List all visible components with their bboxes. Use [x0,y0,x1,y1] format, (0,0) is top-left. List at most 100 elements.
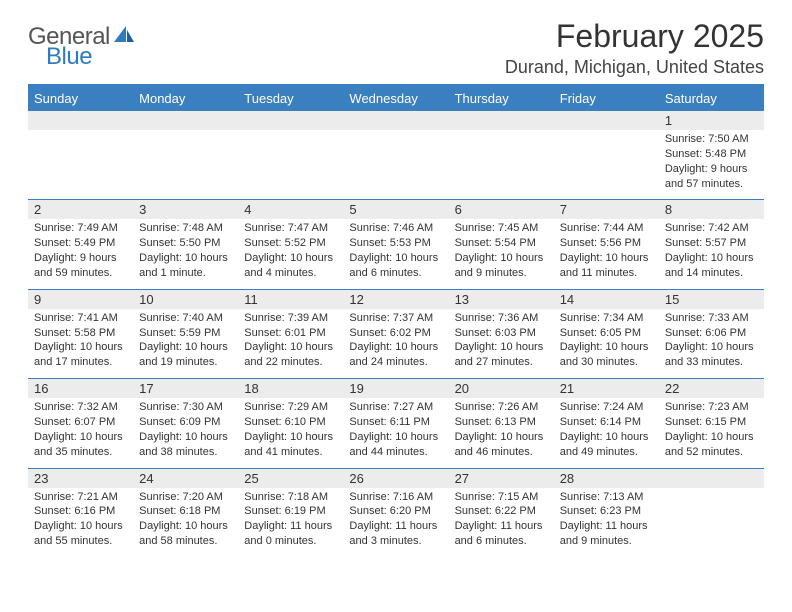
sunset-text: Sunset: 6:07 PM [34,415,127,430]
day-cell-number: 17 [133,379,238,399]
day-number: 21 [554,379,659,398]
day-cell-content: Sunrise: 7:44 AMSunset: 5:56 PMDaylight:… [554,219,659,289]
day-number: 27 [449,469,554,488]
day-cell-content: Sunrise: 7:18 AMSunset: 6:19 PMDaylight:… [238,488,343,557]
day-number: 23 [28,469,133,488]
daylight-text: Daylight: 10 hours and 6 minutes. [349,251,442,281]
day-cell-content: Sunrise: 7:15 AMSunset: 6:22 PMDaylight:… [449,488,554,557]
day-cell-content [238,130,343,200]
day-header: Monday [133,85,238,111]
day-cell-content: Sunrise: 7:48 AMSunset: 5:50 PMDaylight:… [133,219,238,289]
day-cell-number: 8 [659,200,764,220]
day-detail: Sunrise: 7:44 AMSunset: 5:56 PMDaylight:… [554,219,659,288]
day-number: 26 [343,469,448,488]
day-cell-content: Sunrise: 7:34 AMSunset: 6:05 PMDaylight:… [554,309,659,379]
day-cell-content: Sunrise: 7:41 AMSunset: 5:58 PMDaylight:… [28,309,133,379]
day-detail: Sunrise: 7:42 AMSunset: 5:57 PMDaylight:… [659,219,764,288]
day-cell-number: 27 [449,468,554,488]
daylight-text: Daylight: 11 hours and 3 minutes. [349,519,442,549]
day-cell-content: Sunrise: 7:16 AMSunset: 6:20 PMDaylight:… [343,488,448,557]
week-number-row: 1 [28,111,764,130]
week-content-row: Sunrise: 7:49 AMSunset: 5:49 PMDaylight:… [28,219,764,289]
sunrise-text: Sunrise: 7:39 AM [244,311,337,326]
sunset-text: Sunset: 6:14 PM [560,415,653,430]
sunset-text: Sunset: 6:13 PM [455,415,548,430]
day-cell-number: 13 [449,289,554,309]
day-detail: Sunrise: 7:24 AMSunset: 6:14 PMDaylight:… [554,398,659,467]
sunset-text: Sunset: 5:50 PM [139,236,232,251]
day-detail: Sunrise: 7:40 AMSunset: 5:59 PMDaylight:… [133,309,238,378]
daylight-text: Daylight: 10 hours and 35 minutes. [34,430,127,460]
day-cell-number [659,468,764,488]
sunset-text: Sunset: 6:05 PM [560,326,653,341]
week-number-row: 2345678 [28,200,764,220]
sunset-text: Sunset: 5:52 PM [244,236,337,251]
sunset-text: Sunset: 6:10 PM [244,415,337,430]
day-detail: Sunrise: 7:33 AMSunset: 6:06 PMDaylight:… [659,309,764,378]
day-cell-number: 19 [343,379,448,399]
day-cell-number [133,111,238,130]
day-cell-number: 16 [28,379,133,399]
sunset-text: Sunset: 6:20 PM [349,504,442,519]
sunrise-text: Sunrise: 7:37 AM [349,311,442,326]
daylight-text: Daylight: 10 hours and 17 minutes. [34,340,127,370]
week-content-row: Sunrise: 7:50 AMSunset: 5:48 PMDaylight:… [28,130,764,200]
daylight-text: Daylight: 10 hours and 30 minutes. [560,340,653,370]
day-cell-content: Sunrise: 7:49 AMSunset: 5:49 PMDaylight:… [28,219,133,289]
day-number: 6 [449,200,554,219]
week-content-row: Sunrise: 7:21 AMSunset: 6:16 PMDaylight:… [28,488,764,557]
sunrise-text: Sunrise: 7:47 AM [244,221,337,236]
logo-text-blue: Blue [46,45,138,69]
sunset-text: Sunset: 5:56 PM [560,236,653,251]
day-cell-number: 23 [28,468,133,488]
sunset-text: Sunset: 6:18 PM [139,504,232,519]
daylight-text: Daylight: 10 hours and 4 minutes. [244,251,337,281]
day-number: 5 [343,200,448,219]
daylight-text: Daylight: 10 hours and 33 minutes. [665,340,758,370]
day-number: 7 [554,200,659,219]
day-number: 24 [133,469,238,488]
day-number: 16 [28,379,133,398]
day-header: Friday [554,85,659,111]
day-cell-number: 22 [659,379,764,399]
week-number-row: 232425262728 [28,468,764,488]
day-cell-content [133,130,238,200]
day-cell-number: 1 [659,111,764,130]
sunrise-text: Sunrise: 7:48 AM [139,221,232,236]
sunset-text: Sunset: 5:54 PM [455,236,548,251]
day-cell-content: Sunrise: 7:26 AMSunset: 6:13 PMDaylight:… [449,398,554,468]
day-cell-number [238,111,343,130]
day-detail: Sunrise: 7:21 AMSunset: 6:16 PMDaylight:… [28,488,133,557]
day-number: 13 [449,290,554,309]
day-cell-number [343,111,448,130]
day-detail: Sunrise: 7:15 AMSunset: 6:22 PMDaylight:… [449,488,554,557]
day-cell-content: Sunrise: 7:37 AMSunset: 6:02 PMDaylight:… [343,309,448,379]
day-number [554,111,659,129]
day-detail: Sunrise: 7:36 AMSunset: 6:03 PMDaylight:… [449,309,554,378]
day-number: 4 [238,200,343,219]
day-detail: Sunrise: 7:20 AMSunset: 6:18 PMDaylight:… [133,488,238,557]
day-detail: Sunrise: 7:37 AMSunset: 6:02 PMDaylight:… [343,309,448,378]
day-number: 22 [659,379,764,398]
day-detail [659,488,764,546]
daylight-text: Daylight: 10 hours and 55 minutes. [34,519,127,549]
day-cell-content: Sunrise: 7:39 AMSunset: 6:01 PMDaylight:… [238,309,343,379]
day-detail [133,130,238,188]
sunrise-text: Sunrise: 7:45 AM [455,221,548,236]
day-number: 25 [238,469,343,488]
sunrise-text: Sunrise: 7:29 AM [244,400,337,415]
sunrise-text: Sunrise: 7:44 AM [560,221,653,236]
day-cell-content: Sunrise: 7:27 AMSunset: 6:11 PMDaylight:… [343,398,448,468]
sunrise-text: Sunrise: 7:49 AM [34,221,127,236]
daylight-text: Daylight: 10 hours and 9 minutes. [455,251,548,281]
sunrise-text: Sunrise: 7:32 AM [34,400,127,415]
daylight-text: Daylight: 10 hours and 58 minutes. [139,519,232,549]
calendar-table: Sunday Monday Tuesday Wednesday Thursday… [28,84,764,557]
day-header: Saturday [659,85,764,111]
daylight-text: Daylight: 10 hours and 11 minutes. [560,251,653,281]
sunrise-text: Sunrise: 7:27 AM [349,400,442,415]
daylight-text: Daylight: 10 hours and 41 minutes. [244,430,337,460]
month-title: February 2025 [505,18,764,55]
day-detail: Sunrise: 7:45 AMSunset: 5:54 PMDaylight:… [449,219,554,288]
day-cell-number: 6 [449,200,554,220]
